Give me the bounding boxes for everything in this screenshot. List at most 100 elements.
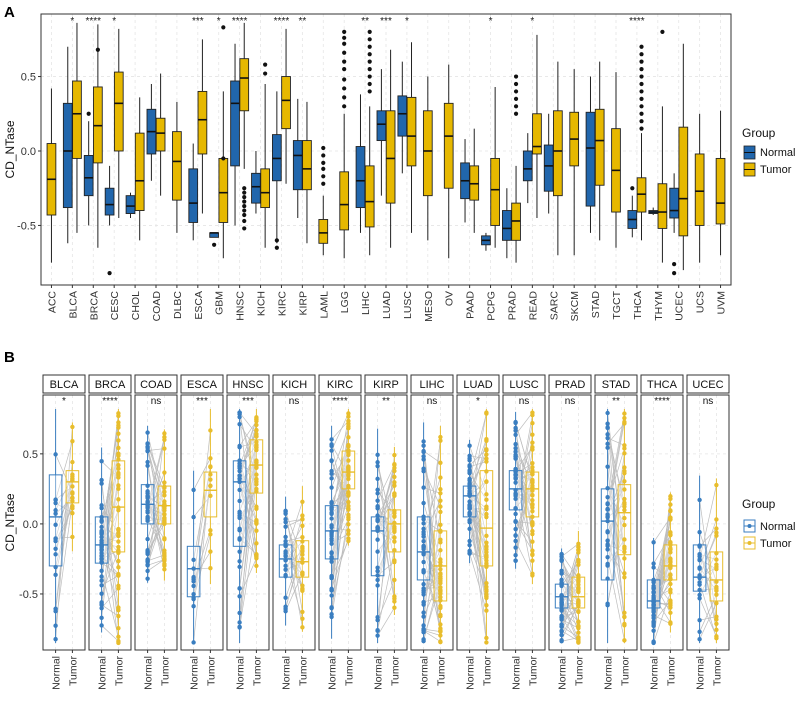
data-point-tumor: [346, 465, 351, 470]
data-point-normal: [513, 487, 518, 493]
data-point-normal: [605, 432, 610, 437]
pair-line: [239, 429, 257, 472]
data-point-normal: [421, 614, 426, 619]
pair-line: [285, 551, 303, 567]
pair-line: [377, 485, 395, 516]
pair-line: [377, 493, 395, 568]
facet-luad: LUAD * Normal Tumor: [456, 374, 500, 690]
data-point-tumor: [576, 544, 581, 550]
facet-strip-label: HNSC: [232, 379, 263, 391]
pair-line: [285, 551, 303, 589]
x-tick-label: BLCA: [67, 291, 79, 318]
data-point-normal: [53, 609, 58, 614]
data-point-tumor: [484, 603, 489, 608]
box-body: [218, 157, 229, 223]
data-point-tumor: [576, 586, 581, 592]
data-point-tumor: [116, 531, 121, 536]
pair-line: [377, 579, 395, 621]
pair-line: [469, 440, 487, 505]
pair-line: [699, 528, 717, 547]
box-body: [230, 80, 240, 167]
data-point-tumor: [254, 415, 259, 420]
pair-line: [469, 505, 487, 518]
data-point-normal: [145, 576, 150, 581]
data-point-tumor: [622, 638, 627, 643]
data-point-tumor: [70, 478, 75, 483]
data-point-normal: [237, 468, 242, 474]
data-point-tumor: [438, 566, 443, 572]
facet-strip: [410, 374, 454, 394]
data-point-tumor: [438, 504, 443, 509]
data-point-normal: [651, 628, 656, 633]
data-point-tumor: [162, 493, 167, 498]
facet-hnsc: HNSC *** Normal Tumor: [226, 374, 270, 690]
data-point-tumor: [162, 480, 167, 485]
x-tick-label: Tumor: [527, 656, 539, 686]
data-point-tumor: [346, 514, 351, 520]
data-point-tumor: [116, 640, 121, 646]
data-point-normal: [191, 514, 196, 520]
pair-line: [423, 487, 441, 494]
significance-label: ***: [242, 396, 254, 407]
data-point-tumor: [622, 610, 627, 615]
data-point-normal: [513, 511, 518, 517]
data-point-tumor: [116, 423, 121, 428]
data-point-normal: [421, 637, 426, 642]
data-point-normal: [375, 617, 380, 623]
pair-line: [239, 462, 257, 512]
pair-line: [377, 530, 395, 572]
pair-line: [515, 474, 533, 523]
data-point-tumor: [714, 482, 719, 488]
data-point-normal: [145, 483, 150, 488]
legend-key-point: [747, 541, 752, 545]
x-tick-label: Normal: [603, 656, 615, 690]
data-point-tumor: [576, 609, 581, 615]
box-body: [251, 172, 261, 204]
pair-line: [561, 549, 579, 625]
data-point-normal: [513, 475, 518, 480]
outlier-point: [367, 52, 372, 57]
data-point-tumor: [714, 636, 719, 641]
pair-line: [607, 448, 625, 505]
facet-strip-label: BRCA: [95, 379, 126, 391]
x-tick-label: Tumor: [343, 656, 355, 686]
pair-line: [239, 464, 257, 529]
pair-line: [285, 518, 303, 528]
data-point-tumor: [254, 427, 259, 433]
data-point-normal: [421, 592, 426, 597]
data-point-normal: [605, 502, 610, 507]
facet-border: [180, 394, 224, 651]
data-point-tumor: [162, 437, 167, 442]
facet-strip: [548, 374, 592, 394]
box-kirc-tumor: [281, 28, 291, 184]
y-tick-label: -0.5: [19, 589, 38, 601]
pair-line: [285, 573, 303, 612]
significance-label: *: [217, 16, 221, 27]
data-point-tumor: [484, 584, 489, 589]
paired-lines: [515, 412, 533, 576]
data-point-tumor: [346, 528, 351, 533]
box-body: [543, 144, 554, 192]
x-tick-label: TGCT: [611, 290, 623, 319]
significance-label: ns: [565, 396, 576, 407]
outlier-point: [242, 186, 247, 191]
outlier-point: [212, 242, 217, 247]
data-point-tumor: [162, 517, 167, 523]
x-tick-label: Normal: [143, 656, 155, 690]
data-point-tumor: [254, 479, 259, 484]
x-tick-label: KIRC: [276, 291, 288, 317]
data-point-tumor: [208, 549, 213, 554]
pair-line: [515, 490, 533, 530]
paired-lines: [469, 412, 487, 643]
data-point-normal: [697, 596, 702, 601]
data-point-tumor: [668, 542, 673, 548]
pair-line: [653, 579, 671, 603]
pair-line: [653, 574, 671, 593]
pair-line: [285, 515, 303, 577]
facet-strip-label: BLCA: [50, 379, 79, 391]
data-point-normal: [99, 556, 104, 562]
data-point-tumor: [576, 630, 581, 635]
box-esca-normal: [188, 143, 199, 241]
outlier-point: [321, 181, 326, 186]
data-point-normal: [605, 563, 610, 568]
